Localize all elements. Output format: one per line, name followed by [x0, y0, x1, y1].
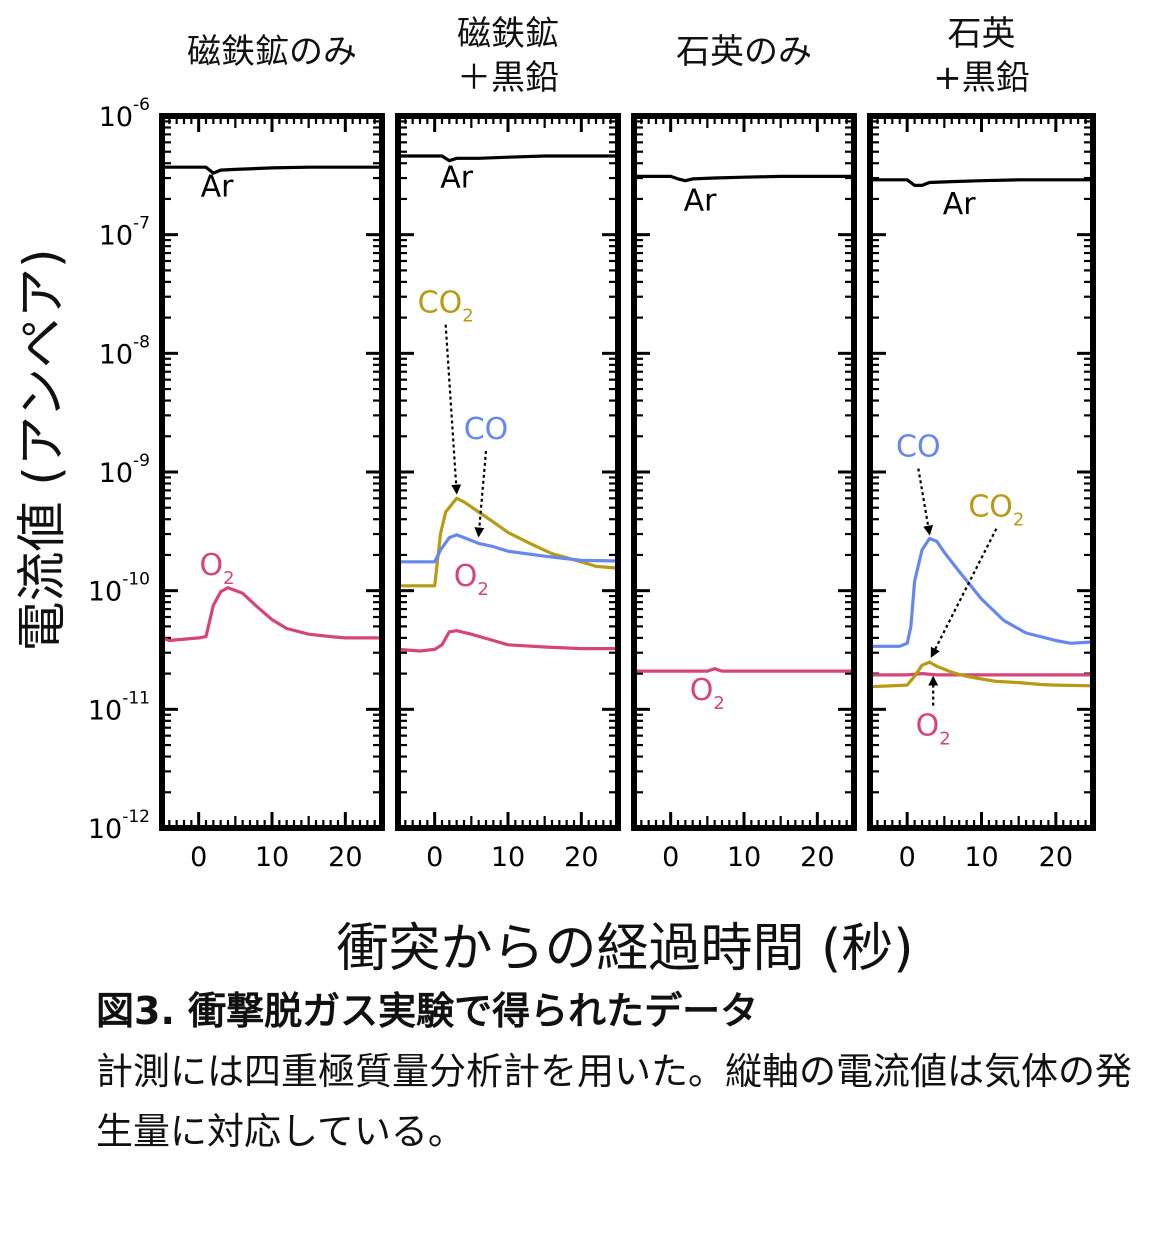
x-tick-label: 0	[662, 842, 679, 873]
y-tick-label: 10-7	[99, 214, 150, 252]
series-line-ar	[870, 178, 1093, 187]
y-tick-label: 10-12	[88, 807, 150, 845]
x-tick-label: 20	[328, 842, 362, 873]
x-tick-label: 0	[426, 842, 443, 873]
series-line-co2	[398, 496, 618, 588]
panel-title-2: 磁鉄鉱	[457, 14, 559, 54]
series-group	[634, 174, 854, 673]
series-label-ar: Ar	[440, 160, 474, 195]
series-label-o2: O2	[916, 709, 951, 750]
series-line-co	[398, 533, 618, 564]
x-tick-label: 10	[491, 842, 525, 873]
annotation-arrow	[444, 324, 462, 495]
x-tick-label: 20	[1039, 842, 1073, 873]
series-line-o2	[870, 671, 1093, 677]
panel-frame	[631, 113, 857, 831]
panel-4: 0 10 20 Ar CO CO2 O2	[867, 113, 1096, 873]
x-tick-label: 10	[727, 842, 761, 873]
series-line-o2	[634, 667, 854, 673]
series-line-o2	[398, 629, 618, 653]
series-line-co	[870, 536, 1093, 648]
caption-body: 計測には四重極質量分析計を用いた。縦軸の電流値は気体の発生量に対応している。	[96, 1050, 1132, 1153]
y-axis-label: 電流値 (アンペア)	[13, 248, 71, 652]
panel-title-1: 磁鉄鉱のみ	[187, 32, 357, 72]
annotation-arrow	[917, 468, 934, 536]
series-group	[162, 165, 382, 643]
panel-2: 0 10 20 Ar CO2 CO O2	[395, 113, 621, 873]
series-label-ar: Ar	[684, 183, 718, 218]
panel-1: 0 10 20 Ar O2 10-12 10-11 10-10 10-9 10-8 10-7 10-6	[88, 95, 385, 873]
series-label-co2: CO2	[418, 286, 474, 327]
series-line-ar	[162, 165, 382, 175]
series-group	[398, 154, 618, 653]
panel-frame	[867, 113, 1096, 831]
x-tick-label: 20	[564, 842, 598, 873]
x-tick-label: 10	[964, 842, 998, 873]
annotation-arrow	[474, 450, 488, 538]
series-line-ar	[634, 174, 854, 183]
series-label-co: CO	[896, 430, 941, 465]
series-label-co2: CO2	[968, 490, 1024, 531]
panel-frame	[395, 113, 621, 831]
x-tick-label: 10	[255, 842, 289, 873]
series-line-co2	[870, 660, 1093, 689]
panel-3: 0 10 20 Ar O2	[631, 113, 857, 873]
y-tick-label: 10-8	[99, 332, 150, 370]
series-label-o2: O2	[199, 548, 234, 589]
x-tick-label: 0	[899, 842, 916, 873]
x-tick-label: 20	[800, 842, 834, 873]
panel-title-4: +黒鉛	[933, 58, 1030, 98]
caption-title: 図3. 衝撃脱ガス実験で得られたデータ	[96, 989, 759, 1033]
series-label-o2: O2	[690, 673, 725, 714]
series-group	[870, 178, 1093, 689]
series-line-ar	[398, 154, 618, 163]
series-label-co: CO	[464, 412, 509, 447]
series-line-o2	[162, 586, 382, 643]
series-label-ar: Ar	[943, 187, 977, 222]
panel-title-2: ＋黒鉛	[457, 58, 559, 98]
y-tick-label: 10-11	[88, 688, 150, 726]
x-axis-label: 衝突からの経過時間 (秒)	[336, 919, 914, 979]
panel-title-3: 石英のみ	[676, 32, 812, 72]
panel-title-4: 石英	[947, 14, 1016, 54]
y-tick-label: 10-10	[88, 570, 150, 608]
series-label-o2: O2	[454, 559, 489, 600]
series-label-ar: Ar	[201, 169, 235, 204]
panel-frame	[159, 113, 385, 831]
y-tick-label: 10-6	[99, 95, 150, 133]
y-tick-label: 10-9	[99, 451, 150, 489]
x-tick-label: 0	[190, 842, 207, 873]
